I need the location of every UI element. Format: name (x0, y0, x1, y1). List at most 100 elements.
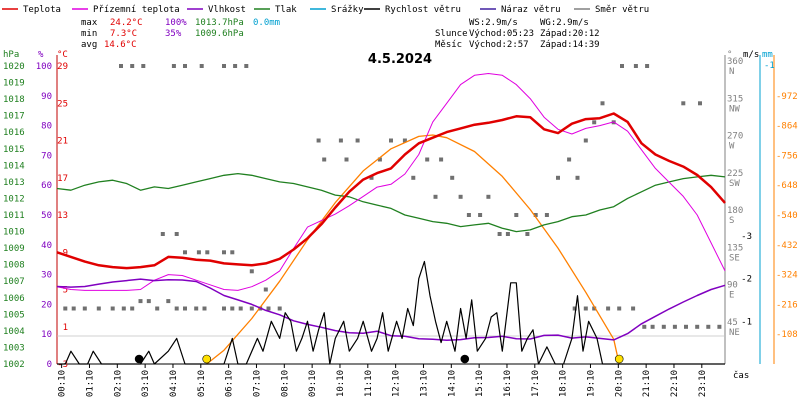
hpa-tick: 1002 (3, 360, 25, 370)
temp-tick: 1 (63, 323, 68, 333)
x-tick-label: 22:10 (670, 370, 680, 397)
wind-speed-line (57, 260, 725, 365)
hpa-tick: 1008 (3, 261, 25, 271)
sun-event-marker (614, 354, 624, 364)
solar-tick: -864 (776, 122, 798, 132)
sunrise: Východ:05:23 (469, 29, 534, 39)
dir-tick-label: SE (729, 253, 740, 263)
wind-direction-point (344, 157, 349, 162)
x-axis-label: čas (733, 370, 749, 381)
dir-tick-label: S (729, 216, 734, 226)
min-pressure: 1009.6hPa (195, 29, 244, 39)
temp-tick: 5 (63, 286, 68, 296)
hpa-tick: 1012 (3, 194, 25, 204)
wind-direction-point (505, 232, 510, 236)
temp-tick: 29 (57, 62, 68, 72)
hpa-tick: 1014 (3, 161, 25, 171)
wind-direction-point (514, 213, 519, 217)
moon-label: Měsíc (435, 40, 462, 50)
stats-panel: max 24.2°C 100% 1013.7hPa 0.0mm min 7.3°… (81, 18, 600, 50)
max-humidity: 100% (165, 18, 187, 28)
wind-direction-point (572, 306, 577, 311)
wind-direction-point (575, 175, 580, 180)
wind-direction-point (160, 232, 165, 236)
wind-direction-point (230, 306, 235, 311)
pct-tick: 0 (47, 360, 52, 370)
avg-label: avg (81, 40, 97, 50)
hpa-tick: 1006 (3, 294, 25, 304)
min-humidity: 35% (165, 29, 182, 39)
temp-unit: °C (57, 50, 68, 60)
wind-direction-point (121, 306, 126, 311)
x-tick-label: 16:10 (503, 370, 513, 397)
pct-tick: 70 (41, 151, 52, 161)
wind-direction-point (592, 120, 597, 125)
wind-direction-point (196, 250, 201, 255)
wind-direction-point (199, 64, 204, 68)
wind-direction-point (377, 157, 382, 162)
wind-direction-point (698, 101, 702, 106)
dir-tick-value: 135 (727, 243, 743, 253)
wind-direction-point (583, 306, 588, 311)
wind-speed: WS:2.9m/s (469, 18, 518, 28)
wind-direction-point (71, 306, 76, 311)
solar-tick: -324 (776, 271, 798, 281)
humidity-line (56, 278, 726, 341)
dir-tick-value: 270 (727, 132, 743, 142)
wind-direction-point (277, 306, 282, 311)
wind-direction-point (583, 138, 588, 143)
wind-gust: WG:2.9m/s (540, 18, 589, 28)
moon-event-marker (460, 354, 470, 364)
wind-direction-point (338, 138, 343, 143)
x-tick-label: 10:10 (336, 370, 346, 397)
wind-direction-point (222, 250, 226, 255)
legend-label-hum: Vlhkost (208, 5, 246, 15)
wind-direction-point (620, 64, 624, 68)
wind-direction-point (82, 306, 87, 311)
max-temp: 24.2°C (110, 18, 143, 28)
wind-direction-point (146, 299, 151, 304)
dir-tick-label: NE (729, 328, 740, 338)
wind-direction-point (684, 324, 688, 329)
pct-tick: 90 (41, 92, 52, 102)
wind-direction-point (661, 324, 666, 329)
wind-direction-point (592, 306, 597, 311)
x-tick-label: 09:10 (308, 370, 318, 397)
x-axis-ticks: 00:10 01:10 02:10 03:10 04:10 05:10 06:10 07:10… (58, 364, 708, 397)
wind-direction-point (439, 157, 444, 162)
dir-tick-label: W (729, 142, 735, 152)
max-pressure: 1013.7hPa (195, 18, 244, 28)
hpa-tick: 1011 (3, 211, 25, 221)
ms-unit: m/s (743, 50, 759, 60)
x-tick-label: 04:10 (169, 370, 179, 397)
hpa-tick: 1007 (3, 277, 25, 287)
moonset: Západ:14:39 (540, 40, 600, 50)
wind-direction-point (642, 324, 647, 329)
dir-tick-value: 180 (727, 206, 743, 216)
solar-tick: -756 (776, 151, 798, 161)
temp-tick: 17 (57, 174, 68, 184)
solar-tick: -432 (776, 241, 798, 251)
wind-direction-point (458, 194, 463, 199)
x-tick-label: 17:10 (531, 370, 541, 397)
wind-direction-point (369, 175, 374, 180)
max-rain: 0.0mm (253, 18, 280, 28)
wind-direction-point (230, 250, 235, 255)
temperature-line (56, 112, 726, 270)
temp-tick: -3 (57, 360, 68, 370)
dir-tick-value: 315 (727, 94, 743, 104)
wind-direction-point (450, 175, 455, 180)
wind-direction-point (606, 306, 611, 311)
wind-direction-point (681, 101, 686, 106)
hpa-tick: 1009 (3, 244, 25, 254)
legend-label-feel: Přízemní teplota (93, 5, 180, 15)
legend: Teplota Přízemní teplota Vlhkost Tlak Srážky… (2, 5, 649, 15)
temp-tick: 21 (57, 137, 68, 147)
pct-tick: 10 (41, 330, 52, 340)
wind-direction-point (138, 299, 143, 304)
x-tick-label: 00:10 (58, 370, 68, 397)
x-tick-label: 05:10 (197, 370, 207, 397)
wind-direction-point (478, 213, 483, 217)
x-tick-label: 07:10 (252, 370, 262, 397)
temp-tick: 25 (57, 99, 68, 109)
